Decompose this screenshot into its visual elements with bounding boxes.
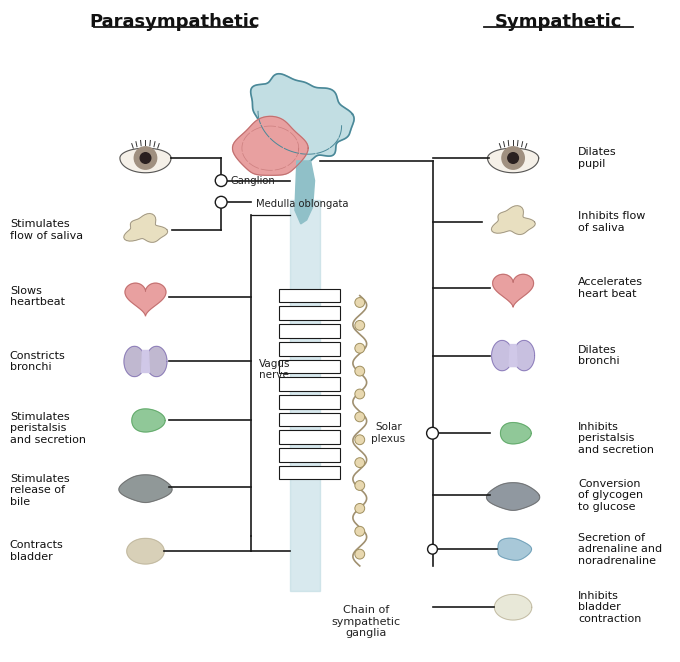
Text: Solar
plexus: Solar plexus	[371, 422, 405, 444]
Circle shape	[355, 344, 364, 353]
Polygon shape	[493, 274, 534, 307]
Text: Stimulates
flow of saliva: Stimulates flow of saliva	[10, 219, 83, 240]
Circle shape	[355, 389, 364, 399]
Polygon shape	[141, 350, 150, 373]
Circle shape	[426, 428, 439, 439]
Circle shape	[355, 549, 364, 559]
Bar	[279, 377, 340, 391]
Circle shape	[355, 526, 364, 536]
Bar	[279, 289, 340, 303]
Polygon shape	[120, 148, 171, 173]
Circle shape	[140, 153, 151, 164]
Text: Dilates
pupil: Dilates pupil	[578, 147, 617, 169]
Polygon shape	[488, 148, 539, 173]
Circle shape	[355, 435, 364, 445]
Polygon shape	[290, 201, 320, 591]
Circle shape	[355, 366, 364, 376]
Text: Ganglion: Ganglion	[230, 175, 275, 185]
Text: Secretion of
adrenaline and
noradrenaline: Secretion of adrenaline and noradrenalin…	[578, 533, 662, 566]
Bar	[279, 430, 340, 444]
Polygon shape	[127, 538, 164, 564]
Bar	[279, 359, 340, 373]
Polygon shape	[233, 117, 308, 175]
Circle shape	[355, 504, 364, 513]
Text: Inhibits flow
of saliva: Inhibits flow of saliva	[578, 211, 645, 232]
Circle shape	[216, 197, 227, 208]
Circle shape	[355, 481, 364, 491]
Circle shape	[134, 147, 156, 169]
Text: Accelerates
heart beat: Accelerates heart beat	[578, 277, 643, 299]
Polygon shape	[498, 538, 532, 560]
Bar	[279, 448, 340, 461]
Text: Slows
heartbeat: Slows heartbeat	[10, 286, 65, 307]
Text: Medulla oblongata: Medulla oblongata	[256, 199, 348, 209]
Text: Vagus
nerve: Vagus nerve	[258, 359, 290, 380]
Text: Contracts
bladder: Contracts bladder	[10, 540, 63, 562]
Text: Parasympathetic: Parasympathetic	[90, 13, 260, 31]
Polygon shape	[295, 161, 315, 224]
Polygon shape	[146, 346, 167, 377]
Circle shape	[508, 153, 518, 164]
Circle shape	[216, 175, 227, 187]
Bar	[279, 412, 340, 426]
Polygon shape	[492, 206, 535, 234]
Bar	[279, 342, 340, 355]
Polygon shape	[124, 214, 167, 242]
Text: Stimulates
release of
bile: Stimulates release of bile	[10, 473, 69, 507]
Bar	[279, 395, 340, 408]
Circle shape	[355, 457, 364, 467]
Circle shape	[355, 412, 364, 422]
Polygon shape	[251, 73, 354, 164]
Bar	[279, 465, 340, 479]
Polygon shape	[125, 283, 166, 316]
Text: Inhibits
bladder
contraction: Inhibits bladder contraction	[578, 591, 641, 624]
Text: Conversion
of glycogen
to glucose: Conversion of glycogen to glucose	[578, 479, 643, 512]
Circle shape	[355, 298, 364, 307]
Text: Constricts
bronchi: Constricts bronchi	[10, 351, 65, 372]
Text: Inhibits
peristalsis
and secretion: Inhibits peristalsis and secretion	[578, 422, 654, 455]
Polygon shape	[487, 483, 540, 510]
Circle shape	[355, 320, 364, 330]
Text: Stimulates
peristalsis
and secretion: Stimulates peristalsis and secretion	[10, 412, 86, 445]
Polygon shape	[124, 346, 145, 377]
Bar	[279, 324, 340, 338]
Polygon shape	[132, 409, 165, 432]
Polygon shape	[500, 422, 531, 444]
Circle shape	[502, 147, 524, 169]
Text: Dilates
bronchi: Dilates bronchi	[578, 345, 619, 366]
Text: Sympathetic: Sympathetic	[494, 13, 622, 31]
Polygon shape	[492, 340, 513, 371]
Polygon shape	[494, 594, 532, 620]
Bar	[279, 307, 340, 320]
Polygon shape	[513, 340, 534, 371]
Circle shape	[428, 544, 437, 554]
Polygon shape	[119, 475, 172, 502]
Text: Chain of
sympathetic
ganglia: Chain of sympathetic ganglia	[331, 605, 401, 638]
Polygon shape	[509, 344, 517, 367]
